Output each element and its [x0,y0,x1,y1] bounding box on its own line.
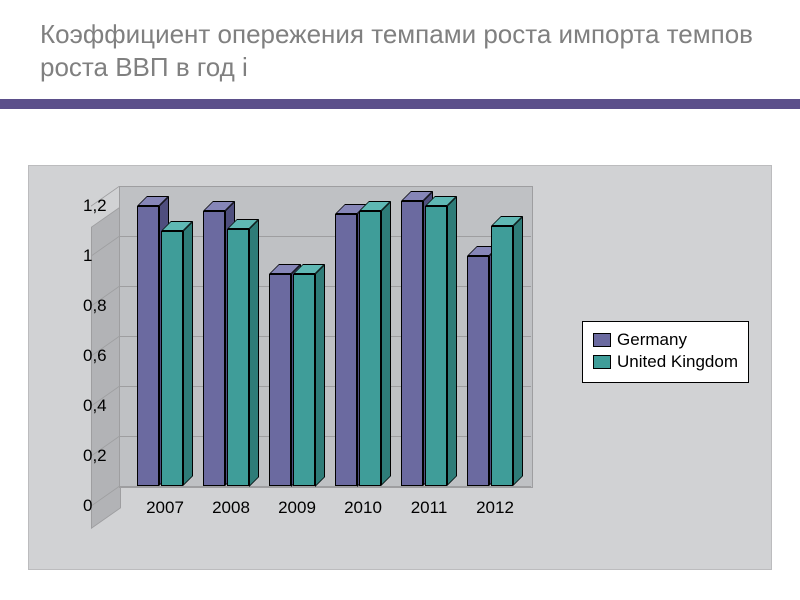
bar [293,274,315,487]
accent-bar [0,99,800,109]
bar [401,201,423,486]
slide-title: Коэффициент опережения темпами роста имп… [40,18,760,83]
bar [467,256,489,486]
bar [227,229,249,487]
bar-front [335,214,357,487]
bar-front [425,206,447,486]
bar-front [467,256,489,486]
legend-item: United Kingdom [593,352,738,372]
plot-3d: 00,20,40,60,811,2 2007200820092010201120… [91,186,531,516]
bar [335,214,357,487]
y-tick-label: 0,6 [83,346,91,366]
bar [203,211,225,486]
bar [491,226,513,486]
bar-side [513,216,523,486]
x-tick-label: 2010 [335,498,391,518]
y-tick-label: 0,8 [83,296,91,316]
title-area: Коэффициент опережения темпами роста имп… [0,0,800,93]
x-tick-label: 2011 [401,498,457,518]
bar-front [203,211,225,486]
legend-label: United Kingdom [617,352,738,372]
bar-front [293,274,315,487]
bar-side [447,196,457,486]
y-tick-label: 0 [83,496,91,516]
bar-front [491,226,513,486]
gridline [119,486,531,487]
x-tick-label: 2008 [203,498,259,518]
y-tick-label: 0,4 [83,396,91,416]
bar-front [269,274,291,487]
bar [161,231,183,486]
bar-front [359,211,381,486]
plot-side-wall [91,206,121,529]
bar [269,274,291,487]
legend-label: Germany [617,330,687,350]
x-tick-label: 2012 [467,498,523,518]
y-tick-label: 1,2 [83,196,91,216]
bar-side [183,221,193,486]
bar-front [227,229,249,487]
y-tick-label: 1 [83,246,91,266]
bar [359,211,381,486]
legend-item: Germany [593,330,738,350]
bar-front [137,206,159,486]
chart-area: 00,20,40,60,811,2 2007200820092010201120… [28,165,772,570]
legend-swatch [593,333,611,347]
bar-side [315,264,325,487]
x-axis-labels: 2007 2008 2009 2010 2011 2012 [119,498,531,522]
bar-front [401,201,423,486]
bars-container [119,186,531,486]
x-tick-label: 2007 [137,498,193,518]
bar [425,206,447,486]
bar-side [381,201,391,486]
x-tick-label: 2009 [269,498,325,518]
presentation-slide: Коэффициент опережения темпами роста имп… [0,0,800,600]
legend-swatch [593,355,611,369]
legend: GermanyUnited Kingdom [582,321,749,383]
bar [137,206,159,486]
bar-side [249,219,259,487]
y-tick-label: 0,2 [83,446,91,466]
bar-front [161,231,183,486]
